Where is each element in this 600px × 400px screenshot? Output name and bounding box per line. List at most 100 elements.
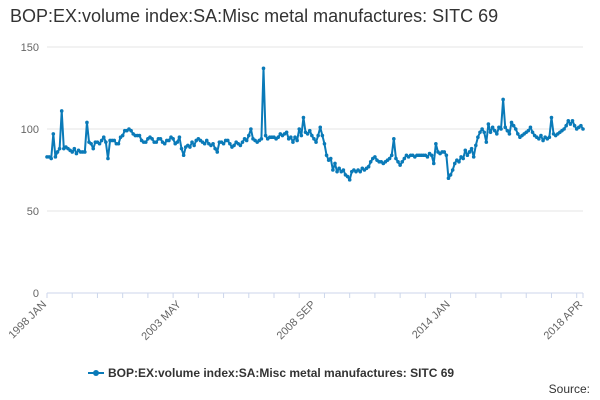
data-point <box>284 130 289 135</box>
data-point <box>225 138 230 143</box>
legend[interactable]: BOP:EX:volume index:SA:Misc metal manufa… <box>88 366 454 380</box>
data-point <box>366 164 371 169</box>
data-point <box>177 135 182 139</box>
data-point <box>85 120 89 125</box>
data-point <box>448 173 453 177</box>
data-point <box>345 174 350 179</box>
data-point <box>158 137 163 141</box>
data-point <box>358 169 362 174</box>
data-point <box>215 150 220 154</box>
data-point <box>51 132 56 136</box>
data-point <box>490 125 495 130</box>
data-point <box>312 137 316 141</box>
data-point <box>509 120 514 125</box>
data-point <box>246 133 251 138</box>
data-point <box>463 148 468 153</box>
data-point <box>482 130 487 135</box>
data-point <box>434 141 438 146</box>
data-point <box>53 155 58 159</box>
data-point <box>295 138 299 143</box>
data-point <box>314 140 318 144</box>
data-point <box>143 140 148 144</box>
data-point <box>469 146 474 151</box>
data-point <box>452 161 457 166</box>
legend-label[interactable]: BOP:EX:volume index:SA:Misc metal manufa… <box>108 366 454 380</box>
data-point <box>72 146 77 151</box>
data-point <box>537 137 541 141</box>
data-point <box>99 138 104 143</box>
data-point <box>129 128 133 133</box>
data-point <box>511 123 516 128</box>
data-point <box>341 168 346 172</box>
data-point <box>568 122 573 126</box>
data-point <box>331 168 335 172</box>
data-point <box>293 135 297 139</box>
data-point <box>305 132 310 136</box>
data-point <box>516 132 520 136</box>
data-point <box>228 141 232 146</box>
data-point <box>450 168 455 172</box>
data-point <box>572 123 577 128</box>
data-point <box>476 135 480 139</box>
data-point <box>461 156 465 161</box>
data-point <box>396 160 400 164</box>
data-point <box>318 125 323 130</box>
data-point <box>465 153 470 158</box>
data-point <box>116 141 121 146</box>
chart-title: BOP:EX:volume index:SA:Misc metal manufa… <box>10 6 499 26</box>
data-point <box>564 123 568 128</box>
data-point <box>276 135 281 139</box>
source-label: Source: <box>548 382 590 396</box>
data-point <box>213 146 217 151</box>
data-point <box>263 133 268 138</box>
data-point <box>101 135 106 139</box>
x-tick-label: 2008 SEP <box>275 299 319 343</box>
data-point <box>181 153 186 158</box>
data-point <box>526 128 531 133</box>
x-tick-label: 2003 MAY <box>139 298 184 343</box>
data-point <box>301 115 306 120</box>
data-point <box>291 140 295 144</box>
data-point <box>259 137 264 141</box>
data-point <box>192 143 196 148</box>
series-layer <box>45 66 585 182</box>
data-point <box>324 153 329 158</box>
data-point <box>566 119 571 123</box>
data-point <box>484 140 489 144</box>
legend-marker[interactable] <box>93 370 99 376</box>
data-point <box>162 141 167 146</box>
data-point <box>398 163 402 167</box>
data-point <box>431 161 436 166</box>
data-point <box>444 153 449 158</box>
data-point <box>513 127 518 131</box>
data-point <box>244 138 249 143</box>
data-point <box>307 128 312 133</box>
data-point <box>486 122 491 126</box>
data-point <box>368 160 373 164</box>
data-point <box>539 133 543 138</box>
data-point <box>387 156 392 161</box>
data-point <box>394 156 398 161</box>
data-point <box>57 146 62 151</box>
data-point <box>112 138 117 143</box>
data-point <box>501 97 505 102</box>
series-line <box>47 67 584 181</box>
data-point <box>188 145 192 149</box>
x-tick-label: 1998 JAN <box>6 299 49 342</box>
data-point <box>211 141 215 146</box>
data-point <box>179 146 184 151</box>
data-point <box>480 127 484 131</box>
data-point <box>474 143 478 148</box>
data-point <box>55 150 60 154</box>
y-tick-label: 50 <box>27 206 39 218</box>
data-point <box>333 161 337 166</box>
axes: 0 50 100 150 1998 JAN 2003 MAY 2008 SEP 2014 JA… <box>6 42 585 343</box>
data-point <box>49 156 53 161</box>
data-point <box>373 155 377 159</box>
gridlines <box>47 46 583 294</box>
data-point <box>335 169 339 174</box>
data-point <box>467 150 472 154</box>
data-point <box>316 133 320 138</box>
data-point <box>240 140 245 144</box>
data-point <box>104 140 108 144</box>
